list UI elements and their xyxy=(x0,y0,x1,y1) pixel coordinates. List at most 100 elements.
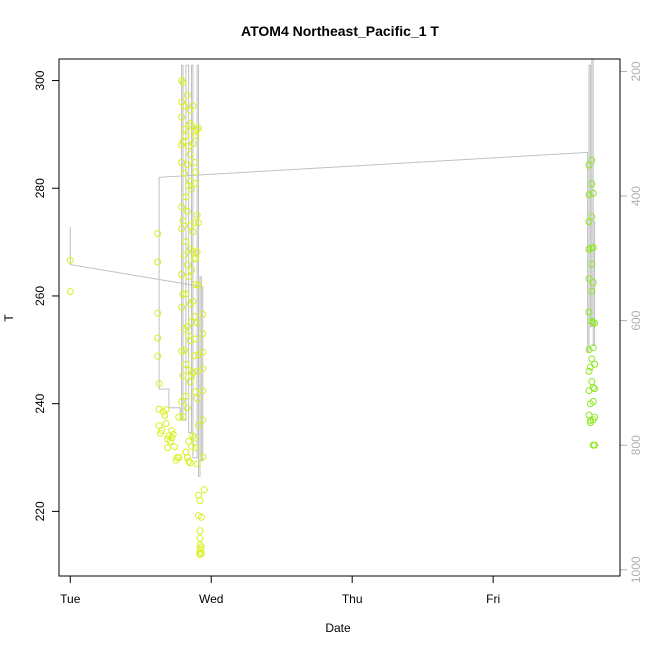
data-point xyxy=(192,444,200,452)
x-axis-label: Date xyxy=(325,621,351,635)
data-point xyxy=(186,378,194,386)
data-point xyxy=(193,319,201,327)
x-tick-label: Tue xyxy=(60,592,81,606)
data-point xyxy=(188,442,195,450)
data-point xyxy=(585,346,593,354)
data-point xyxy=(175,454,183,461)
data-point xyxy=(199,365,207,373)
data-point xyxy=(169,430,177,438)
data-point xyxy=(188,122,195,130)
data-point xyxy=(178,203,186,211)
data-point xyxy=(200,486,208,494)
data-point xyxy=(588,156,596,164)
data-point xyxy=(175,413,183,421)
data-point xyxy=(182,238,190,246)
data-point xyxy=(589,189,597,197)
data-point xyxy=(183,404,191,412)
data-point xyxy=(164,444,171,452)
data-point xyxy=(589,398,597,405)
data-point xyxy=(586,416,594,424)
data-point xyxy=(186,459,194,467)
data-point xyxy=(193,367,201,375)
data-point xyxy=(199,310,207,318)
data-point xyxy=(179,138,187,146)
data-point xyxy=(190,158,198,166)
data-point xyxy=(591,441,599,449)
data-point xyxy=(168,427,176,435)
data-point xyxy=(183,91,191,99)
data-point xyxy=(66,256,74,264)
data-point xyxy=(195,281,202,289)
data-point xyxy=(585,308,593,316)
y-tick-label: 240 xyxy=(33,393,47,413)
data-point xyxy=(154,309,162,317)
data-point xyxy=(182,360,190,368)
data-point xyxy=(192,254,200,262)
data-point xyxy=(178,113,186,121)
data-point xyxy=(192,168,200,176)
data-point xyxy=(178,141,186,149)
data-point xyxy=(180,169,188,177)
y2-tick-label: 1000 xyxy=(629,556,643,583)
data-point xyxy=(188,185,195,193)
y2-tick-label: 200 xyxy=(629,61,643,81)
data-point xyxy=(179,372,187,380)
data-point xyxy=(591,385,599,393)
data-point xyxy=(180,346,188,354)
data-point xyxy=(588,378,596,386)
x-axis: Tue Wed Thu Fri xyxy=(60,575,500,606)
data-point xyxy=(193,126,201,133)
data-point xyxy=(183,261,191,269)
data-point xyxy=(588,260,596,268)
data-point xyxy=(591,319,599,327)
data-point xyxy=(183,323,191,331)
data-point xyxy=(186,106,194,114)
data-point xyxy=(193,248,201,256)
data-point xyxy=(589,344,597,352)
data-point xyxy=(162,406,170,414)
data-point xyxy=(188,266,195,274)
data-point xyxy=(168,434,176,442)
data-point xyxy=(190,219,198,227)
data-point xyxy=(199,416,207,424)
data-point xyxy=(182,193,190,201)
y2-tick-label: 800 xyxy=(629,435,643,455)
y2-tick-label: 400 xyxy=(629,186,643,206)
data-point xyxy=(182,290,190,298)
data-point xyxy=(197,513,205,521)
data-point xyxy=(589,318,597,326)
data-point xyxy=(193,211,201,219)
data-point xyxy=(192,281,200,289)
data-point xyxy=(196,497,204,505)
data-point xyxy=(186,222,194,230)
x-tick-label: Wed xyxy=(199,592,223,606)
plot-region xyxy=(66,59,599,558)
data-point xyxy=(180,102,188,110)
data-point xyxy=(190,434,198,442)
data-point xyxy=(195,219,202,227)
data-point xyxy=(193,460,201,468)
data-point xyxy=(171,443,179,451)
data-point xyxy=(189,368,197,376)
data-point xyxy=(179,217,187,225)
data-point xyxy=(195,421,202,429)
data-point xyxy=(192,132,200,139)
data-point xyxy=(588,213,596,221)
data-point xyxy=(585,275,593,283)
x-tick-label: Fri xyxy=(486,592,500,606)
data-point xyxy=(188,373,195,381)
y-tick-label: 220 xyxy=(33,501,47,521)
data-point xyxy=(178,270,186,278)
data-point xyxy=(185,332,193,340)
data-point xyxy=(190,312,198,320)
data-point xyxy=(183,207,191,215)
data-point xyxy=(179,79,187,87)
data-point xyxy=(182,132,190,140)
data-point xyxy=(178,303,186,311)
data-point xyxy=(588,355,596,363)
data-point xyxy=(585,367,593,375)
data-point xyxy=(154,258,162,266)
data-point xyxy=(189,102,197,110)
data-point xyxy=(158,427,166,435)
plot-frame xyxy=(58,58,621,577)
